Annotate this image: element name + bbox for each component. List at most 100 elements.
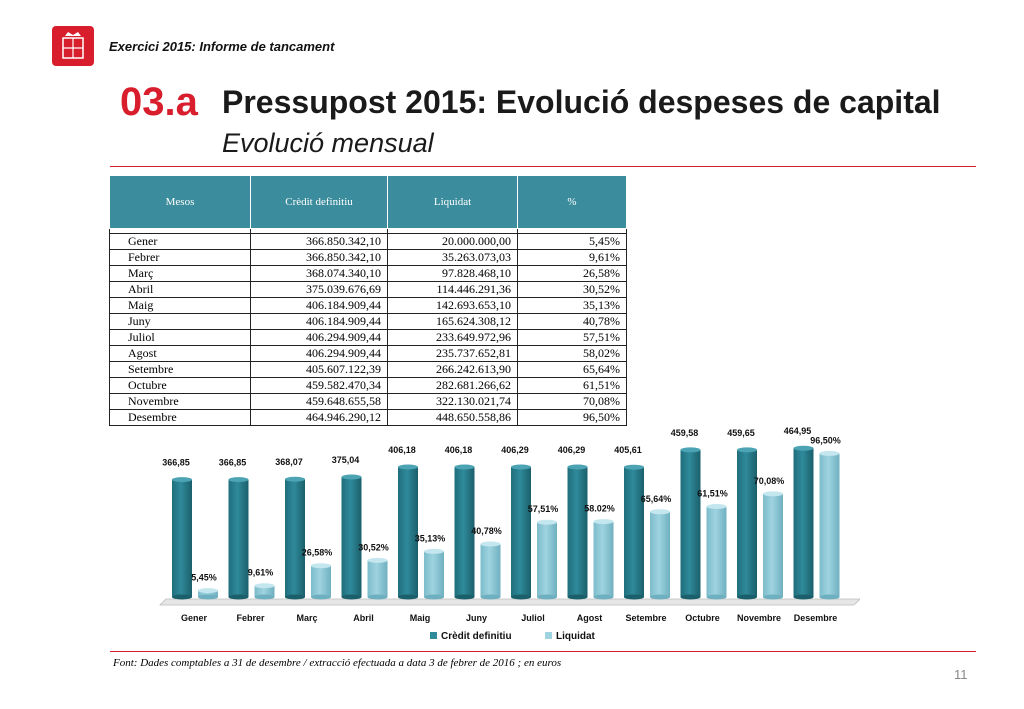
column-header-credit: Crèdit definitiu: [250, 175, 388, 229]
page-title: Pressupost 2015: Evolució despeses de ca…: [222, 84, 941, 120]
percent-cell: 5,45%: [517, 233, 627, 250]
paid-bar-10: [763, 493, 783, 597]
credit-bar-base-3: [341, 594, 362, 600]
page-number: 11: [954, 667, 968, 682]
paid-bar-11: [819, 453, 840, 597]
budget-table: Mesos Crèdit definitiu Liquidat % Gener 3…: [109, 175, 627, 426]
credit-cell: 406.184.909,44: [250, 297, 388, 314]
legend-label-0: Crèdit definitiu: [441, 631, 512, 642]
credit-bar-7: [567, 466, 588, 597]
credit-cell: 406.294.909,44: [250, 345, 388, 362]
paid-data-label-0: 5,45%: [191, 573, 217, 583]
percent-cell: 35,13%: [517, 297, 627, 314]
credit-data-label-2: 368,07: [275, 457, 303, 467]
credit-cell: 366.850.342,10: [250, 233, 388, 250]
paid-bar-2: [311, 565, 331, 597]
city-logo: [52, 26, 94, 66]
paid-cell: 114.446.291,36: [387, 281, 518, 298]
column-header-mesos: Mesos: [109, 175, 251, 229]
paid-bar-8: [650, 511, 670, 597]
paid-bar-top-7: [593, 519, 614, 525]
percent-cell: 9,61%: [517, 249, 627, 266]
x-tick-label-5: Juny: [466, 613, 487, 623]
credit-cell: 464.946.290,12: [250, 409, 388, 426]
credit-bar-top-5: [454, 464, 475, 470]
credit-bar-0: [172, 479, 192, 597]
month-cell: Agost: [109, 345, 251, 362]
credit-bar-base-5: [454, 594, 475, 600]
paid-bar-6: [537, 522, 557, 597]
credit-data-label-5: 406,18: [445, 445, 473, 455]
percent-cell: 57,51%: [517, 329, 627, 346]
coat-of-arms-icon: [62, 32, 84, 59]
x-tick-label-7: Agost: [577, 613, 603, 623]
paid-bar-5: [480, 544, 501, 597]
credit-cell: 406.184.909,44: [250, 313, 388, 330]
credit-bar-6: [511, 466, 531, 597]
credit-bar-base-1: [228, 594, 249, 600]
x-tick-label-1: Febrer: [236, 613, 265, 623]
table-row: Gener 366.850.342,10 20.000.000,00 5,45%: [109, 233, 627, 250]
credit-bar-base-10: [737, 594, 757, 600]
paid-bar-1: [254, 585, 275, 597]
paid-bar-base-11: [819, 594, 840, 600]
percent-cell: 65,64%: [517, 361, 627, 378]
paid-data-label-8: 65,64%: [641, 494, 672, 504]
table-row: Setembre 405.607.122,39 266.242.613,90 65,6…: [109, 361, 627, 378]
section-number: 03.a: [120, 80, 198, 124]
paid-data-label-10: 70,08%: [754, 476, 785, 486]
credit-bar-11: [793, 448, 814, 597]
column-header-liquidat: Liquidat: [387, 175, 518, 229]
legend-swatch-0: [430, 632, 437, 639]
percent-cell: 58,02%: [517, 345, 627, 362]
paid-cell: 266.242.613,90: [387, 361, 518, 378]
credit-bar-3: [341, 476, 362, 597]
paid-bar-top-4: [424, 548, 444, 554]
month-cell: Febrer: [109, 249, 251, 266]
table-row: Juliol 406.294.909,44 233.649.972,96 57,51%: [109, 329, 627, 346]
paid-data-label-11: 96,50%: [810, 435, 841, 445]
paid-bar-base-9: [706, 594, 727, 600]
paid-bar-base-5: [480, 594, 501, 600]
paid-bar-base-2: [311, 594, 331, 600]
percent-cell: 26,58%: [517, 265, 627, 282]
credit-bar-top-11: [793, 445, 814, 451]
x-tick-label-0: Gener: [181, 613, 208, 623]
month-cell: Octubre: [109, 377, 251, 394]
table-row: Març 368.074.340,10 97.828.468,10 26,58%: [109, 265, 627, 282]
paid-cell: 233.649.972,96: [387, 329, 518, 346]
paid-bar-0: [198, 590, 218, 597]
credit-cell: 459.648.655,58: [250, 393, 388, 410]
credit-data-label-1: 366,85: [219, 458, 247, 468]
x-tick-label-6: Juliol: [521, 613, 545, 623]
credit-bar-base-9: [680, 594, 701, 600]
credit-bar-top-9: [680, 447, 701, 453]
paid-bar-top-2: [311, 563, 331, 569]
source-footnote: Font: Dades comptables a 31 de desembre …: [113, 657, 562, 669]
credit-bar-top-2: [285, 476, 305, 482]
paid-bar-top-8: [650, 509, 670, 515]
paid-bar-base-10: [763, 594, 783, 600]
credit-data-label-9: 459,58: [671, 428, 699, 438]
table-row: Desembre 464.946.290,12 448.650.558,86 96,5…: [109, 409, 627, 426]
percent-cell: 61,51%: [517, 377, 627, 394]
paid-cell: 165.624.308,12: [387, 313, 518, 330]
credit-bar-base-4: [398, 594, 418, 600]
percent-cell: 96,50%: [517, 409, 627, 426]
paid-bar-base-3: [367, 594, 388, 600]
paid-bar-base-6: [537, 594, 557, 600]
month-cell: Gener: [109, 233, 251, 250]
credit-bar-8: [624, 467, 644, 597]
paid-bar-top-10: [763, 491, 783, 497]
table-header-row: Mesos Crèdit definitiu Liquidat %: [109, 175, 627, 229]
credit-data-label-6: 406,29: [501, 445, 529, 455]
credit-cell: 406.294.909,44: [250, 329, 388, 346]
credit-bar-top-7: [567, 464, 588, 470]
percent-cell: 30,52%: [517, 281, 627, 298]
credit-bar-top-1: [228, 477, 249, 483]
credit-bar-10: [737, 449, 757, 597]
paid-cell: 35.263.073,03: [387, 249, 518, 266]
paid-bar-top-9: [706, 504, 727, 510]
x-tick-label-2: Març: [296, 613, 317, 623]
month-cell: Juny: [109, 313, 251, 330]
